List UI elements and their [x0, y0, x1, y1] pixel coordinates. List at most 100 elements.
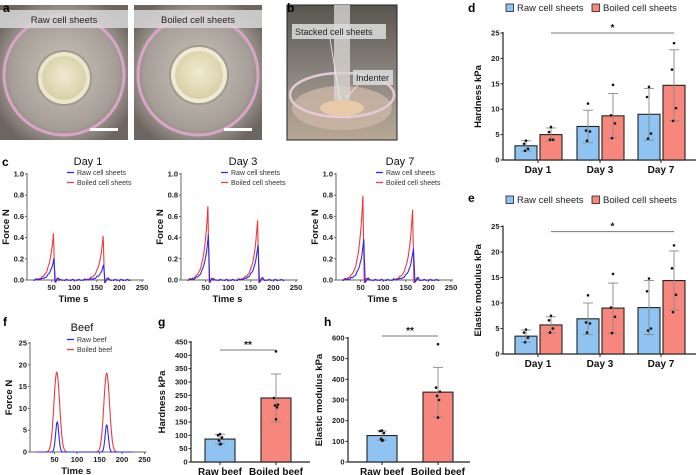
data-point [674, 293, 678, 297]
y-axis-label: Force N [1, 209, 12, 245]
legend-label: Boiled cell sheets [603, 195, 677, 206]
y-tick-label: 20 [491, 54, 499, 63]
data-point [524, 139, 528, 142]
data-point [649, 327, 653, 330]
data-point [672, 244, 676, 247]
data-point [671, 310, 675, 314]
data-point [217, 439, 221, 442]
data-point [547, 130, 551, 134]
significance-label: ** [244, 340, 252, 351]
y-tick-label: 0.4 [14, 233, 25, 242]
category-label: Boiled beef [411, 467, 466, 475]
y-tick-label: 10 [19, 404, 27, 413]
photo-label-indenter: Indenter [356, 73, 389, 83]
data-point [382, 431, 386, 435]
y-tick-label: 20 [19, 360, 27, 369]
y-tick-label: 250 [175, 391, 188, 400]
data-point [672, 41, 676, 45]
y-tick-label: 0.0 [168, 276, 178, 285]
legend-label: Raw cell sheets [231, 170, 281, 177]
x-tick-label: 150 [400, 283, 413, 292]
data-point [671, 119, 675, 123]
legend-label: Raw cell sheets [386, 170, 436, 177]
y-tick-label: 5 [23, 426, 27, 435]
data-point [549, 125, 553, 129]
x-tick-label: 250 [290, 283, 303, 292]
category-label: Day 7 [648, 165, 675, 176]
panel-letter-g: g [158, 315, 165, 329]
data-point [613, 122, 617, 125]
series-line-raw [342, 239, 440, 284]
category-label: Day 1 [525, 165, 552, 176]
y-tick-label: 400 [175, 351, 188, 360]
scale-bar [224, 128, 252, 131]
legend-label: Raw cell sheets [517, 195, 584, 206]
y-tick-label: 0 [495, 156, 499, 165]
legend-swatch [591, 195, 600, 204]
data-point [670, 68, 674, 71]
significance-label: ** [406, 326, 414, 337]
data-point [551, 138, 555, 141]
legend-label: Raw beef [77, 337, 107, 344]
x-tick-label: 200 [113, 283, 126, 292]
data-point [436, 342, 440, 346]
data-point [610, 331, 614, 335]
bar-chart-g: 0 50 100 150 200 250 300 350 400 450 Hardness kPa R… [157, 338, 310, 475]
y-tick-label: 1.0 [323, 170, 333, 179]
y-tick-label: 150 [175, 418, 188, 427]
data-point [548, 138, 552, 141]
x-tick-label: 50 [356, 283, 364, 292]
y-tick-label: 0.8 [323, 191, 333, 200]
data-point [609, 306, 613, 309]
data-point [613, 315, 617, 319]
data-point [585, 331, 589, 334]
y-tick-label: 0 [495, 350, 499, 359]
significance-label: * [611, 23, 615, 34]
y-tick-label: 15 [19, 382, 27, 391]
data-point [435, 394, 439, 398]
data-point [216, 434, 220, 437]
y-tick-label: 0.2 [14, 254, 24, 263]
category-label: Day 1 [525, 359, 552, 370]
data-point [584, 321, 588, 324]
x-tick-label: 200 [267, 283, 280, 292]
category-label: Raw beef [360, 467, 405, 475]
y-tick-label: 0.8 [168, 191, 178, 200]
panel-a-photo: Raw cell sheets Boiled cell sheets [0, 5, 262, 140]
data-point [526, 147, 530, 151]
y-tick-label: 300 [332, 396, 345, 405]
data-point [275, 406, 279, 409]
legend-label: Raw cell sheets [77, 170, 127, 177]
data-point [218, 443, 222, 446]
data-point [588, 130, 592, 133]
y-tick-label: 100 [175, 431, 188, 440]
scale-bar [90, 128, 118, 131]
y-tick-label: 10 [491, 299, 499, 308]
panel-letter-b: b [287, 1, 294, 15]
data-point [670, 267, 674, 270]
y-tick-label: 10 [491, 105, 499, 114]
panel-letter-a: a [3, 1, 10, 15]
data-point [649, 132, 653, 135]
y-tick-label: 500 [332, 354, 345, 363]
y-tick-label: 25 [19, 339, 27, 348]
y-tick-label: 0.0 [323, 276, 333, 285]
data-point [522, 331, 526, 334]
data-point [274, 418, 278, 421]
label-box [292, 24, 386, 39]
pointer-line [329, 38, 341, 101]
data-point [586, 294, 590, 297]
x-tick-label: 150 [245, 283, 258, 292]
legend-swatch [505, 3, 514, 12]
data-point [218, 432, 222, 436]
y-tick-label: 0.0 [14, 276, 24, 285]
data-point [434, 386, 438, 389]
category-label: Day 3 [587, 165, 614, 176]
y-axis-label: Force N [155, 209, 166, 245]
data-point [220, 436, 224, 439]
data-point [609, 113, 613, 117]
boiled-cell-sheet-inner [175, 51, 223, 99]
line-chart-c1: 0.0 0.2 0.4 0.6 0.8 1.0 50 100 150 200 250 Time s Fo… [1, 156, 148, 305]
y-tick-label: 0.2 [323, 254, 333, 263]
